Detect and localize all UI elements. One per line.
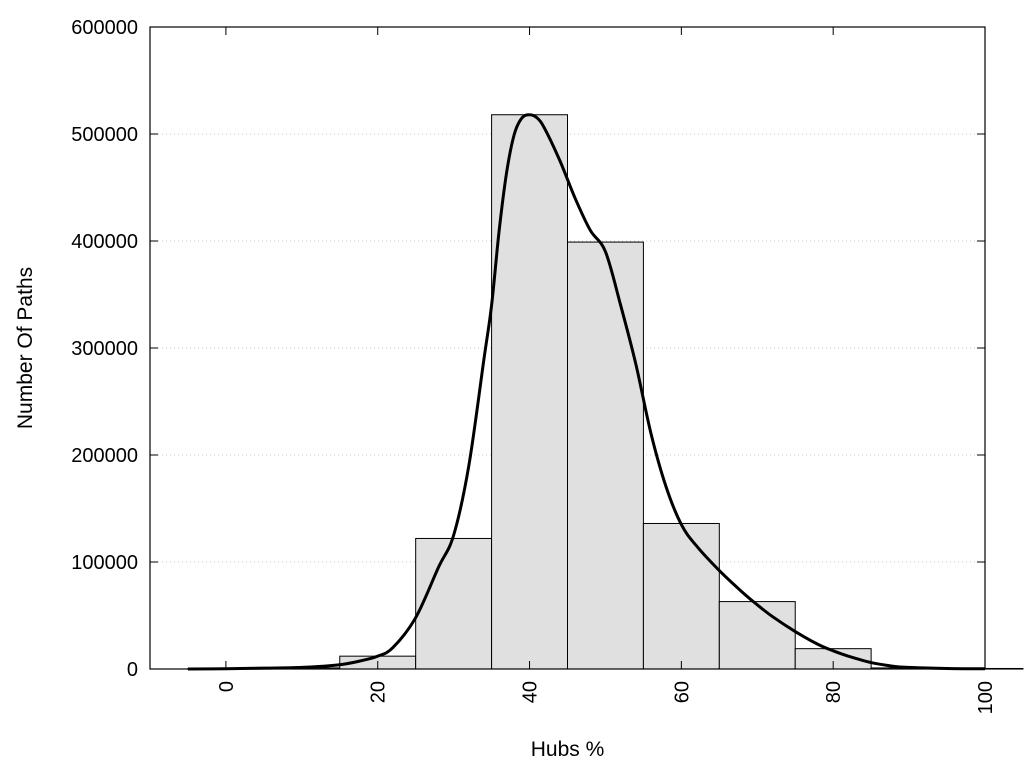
y-axis-title: Number Of Paths [14,267,37,429]
x-tick-label-5: 100 [975,681,997,714]
density-curve [187,113,986,671]
x-tick-label-0: 0 [216,681,238,692]
x-axis-title: Hubs % [531,738,605,761]
histogram-bar-5 [567,241,644,670]
y-tick-label-3: 300000 [71,338,138,360]
x-axis-ticks: 0 20 40 60 80 100 [216,27,997,714]
histogram-bars [187,114,1024,670]
y-tick-label-6: 600000 [71,17,138,39]
histogram-bar-3 [415,537,493,670]
x-tick-label-1: 20 [368,681,390,703]
y-tick-label-2: 200000 [71,445,138,467]
y-axis-ticks: 0 100000 200000 300000 400000 500000 600000 [71,17,985,681]
x-tick-label-2: 40 [520,681,542,703]
y-tick-label-5: 500000 [71,124,138,146]
y-tick-label-4: 400000 [71,231,138,253]
y-tick-label-1: 100000 [71,552,138,574]
y-tick-label-0: 0 [127,659,138,681]
histogram-bar-7 [718,601,796,670]
x-tick-label-3: 60 [671,681,693,703]
x-tick-label-4: 80 [823,681,845,703]
histogram-bar-6 [642,522,720,670]
